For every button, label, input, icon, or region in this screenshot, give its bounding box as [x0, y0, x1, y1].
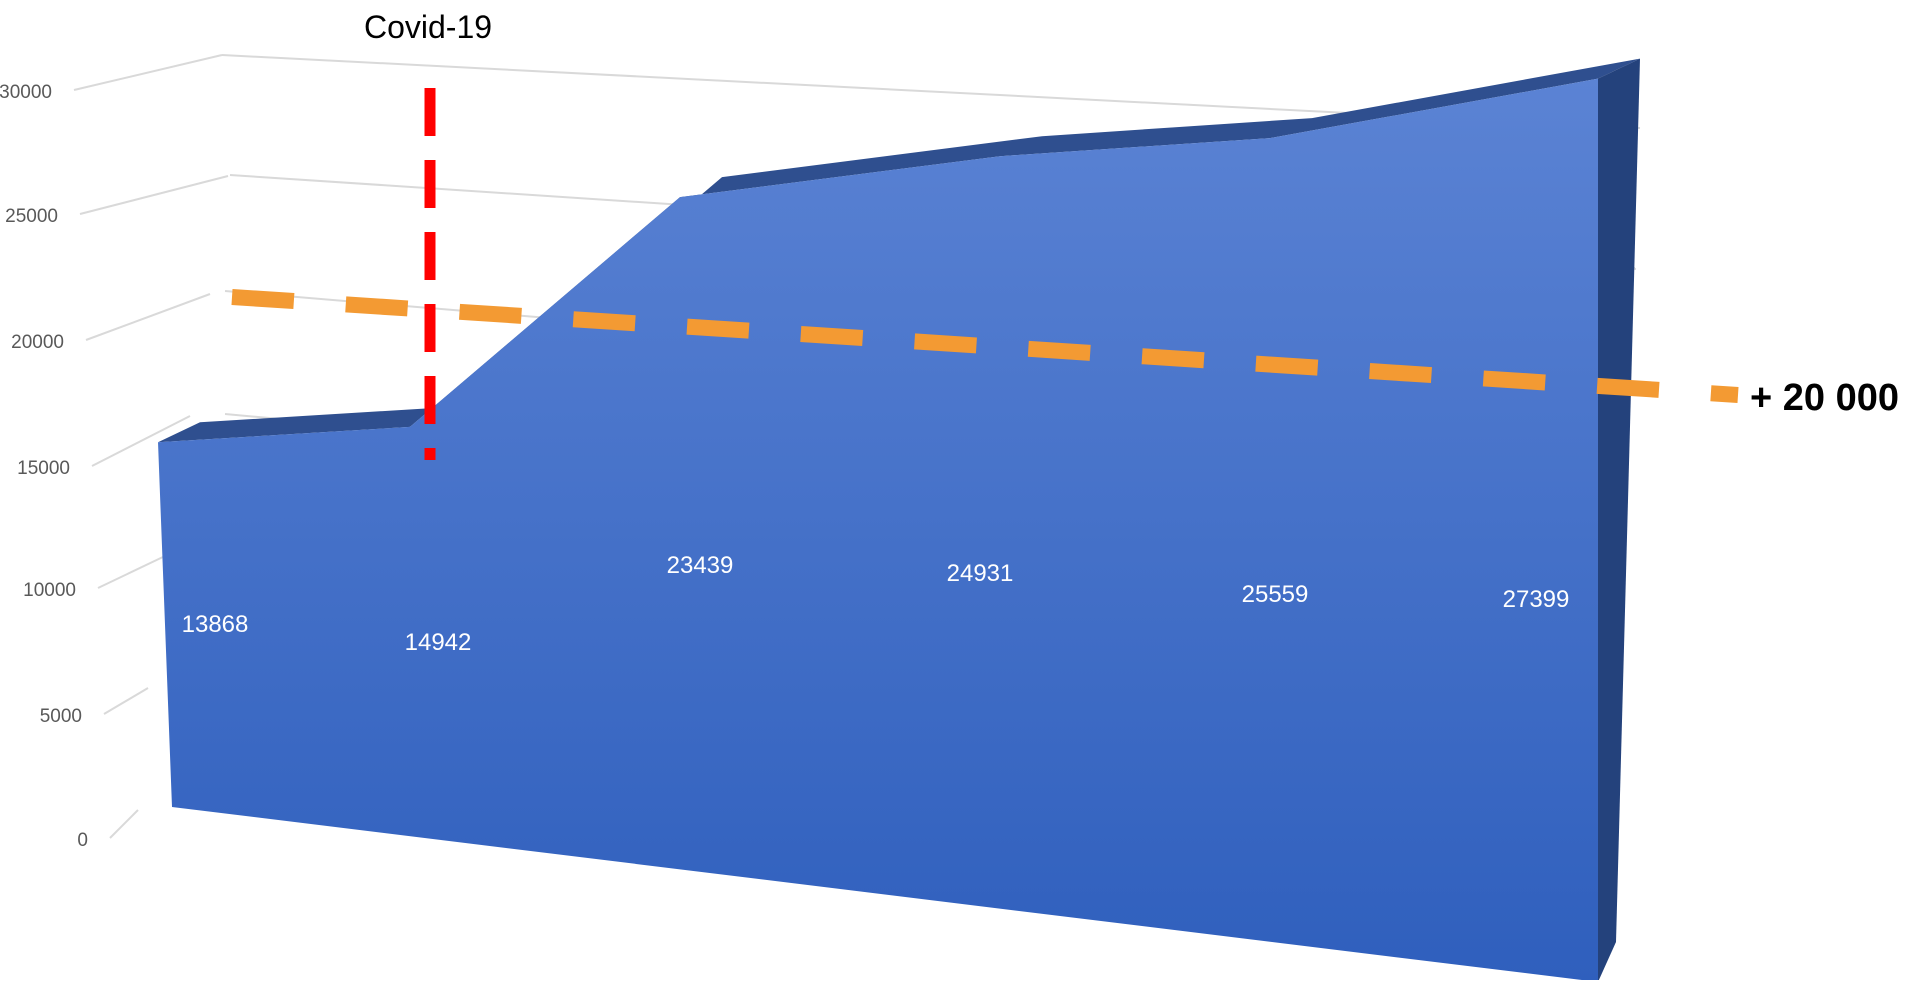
area-top-face — [158, 58, 1640, 443]
y-tick-label: 10000 — [23, 580, 76, 601]
gridline — [85, 293, 211, 341]
gridline — [91, 415, 191, 467]
gridline — [97, 555, 166, 589]
gridline — [109, 809, 139, 839]
y-tick-label: 25000 — [5, 206, 58, 227]
data-label: 27399 — [1503, 586, 1570, 613]
data-label: 25559 — [1242, 581, 1309, 608]
y-tick-label: 0 — [77, 830, 88, 851]
y-axis-ticks: 0 5000 10000 15000 20000 25000 30000 — [0, 82, 88, 851]
covid-label: Covid-19 — [364, 9, 492, 45]
data-labels: 13868 14942 23439 24931 25559 27399 — [182, 552, 1570, 656]
threshold-label: + 20 000 — [1750, 377, 1899, 419]
area-side-face — [1598, 58, 1640, 982]
area-front-face — [158, 78, 1598, 982]
area-series — [158, 58, 1640, 982]
gridline — [103, 687, 149, 715]
y-tick-label: 30000 — [0, 82, 52, 103]
y-tick-label: 15000 — [17, 458, 70, 479]
y-tick-label: 20000 — [11, 332, 64, 353]
y-tick-label: 5000 — [40, 706, 82, 727]
data-label: 23439 — [667, 552, 734, 579]
gridline — [79, 175, 229, 215]
data-label: 13868 — [182, 611, 249, 638]
threshold-line — [231, 289, 1739, 403]
data-label: 14942 — [405, 629, 472, 656]
annotations: Covid-19 + 20 000 — [231, 9, 1899, 460]
gridline — [73, 54, 223, 91]
data-label: 24931 — [947, 560, 1014, 587]
